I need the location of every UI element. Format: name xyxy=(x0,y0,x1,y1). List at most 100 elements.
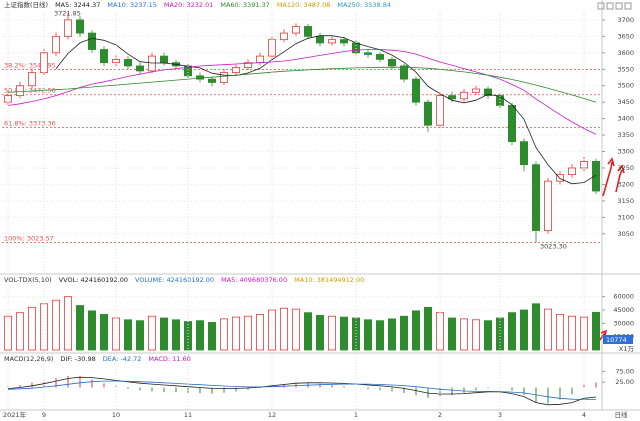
header-item: DIF: -30.98 xyxy=(60,355,95,363)
y-tick-label: 3150 xyxy=(617,197,634,205)
y-tick-label: 3700 xyxy=(617,16,634,24)
volume-bar xyxy=(568,315,577,351)
candle-body xyxy=(112,58,121,64)
level-label: 100%: 3023.57 xyxy=(4,234,54,242)
level-label: 38.2%: 3548.95 xyxy=(4,62,56,70)
volume-bar xyxy=(339,316,348,351)
candle-body xyxy=(411,78,420,103)
corner-label: 日线 xyxy=(615,410,629,419)
volume-bar xyxy=(483,320,492,351)
candle-body xyxy=(64,19,73,37)
badge: 10774 xyxy=(606,336,627,344)
candle-body xyxy=(243,62,252,69)
volume-bar xyxy=(40,303,49,351)
candle-body xyxy=(556,174,565,182)
x-tick-label: 2021年 xyxy=(3,410,27,419)
candle-body xyxy=(447,95,456,100)
volume-bar xyxy=(171,319,180,351)
volume-bar xyxy=(88,310,97,351)
y-tick-label: 3550 xyxy=(617,65,634,73)
line xyxy=(7,49,597,135)
y-tick-label: 30000 xyxy=(613,319,634,327)
header-item: MA250: 3538.84 xyxy=(337,1,391,9)
header-item: MA120: 3487.08 xyxy=(277,1,331,9)
icon[interactable] xyxy=(624,2,632,10)
icon[interactable] xyxy=(615,2,623,10)
arrow-head xyxy=(607,157,615,167)
candle-body xyxy=(592,161,601,192)
icon[interactable] xyxy=(597,2,605,10)
candle-body xyxy=(423,101,432,126)
candle-body xyxy=(231,67,240,73)
volume-bar xyxy=(159,317,168,351)
y-tick-label: 3400 xyxy=(617,115,634,123)
y-tick-label: 3300 xyxy=(617,148,634,156)
candle-body xyxy=(520,141,529,166)
volume-bar xyxy=(207,322,216,351)
header-item: VOLUME: 424160192.00 xyxy=(135,276,214,284)
volume-bar xyxy=(64,296,73,351)
candle-body xyxy=(88,32,97,50)
candle-body xyxy=(495,95,504,106)
header-item: VVOL: 424160192.00 xyxy=(59,276,128,284)
y-tick-label: 75.00 xyxy=(615,367,634,375)
line xyxy=(7,380,596,400)
candle-body xyxy=(471,88,480,93)
candle-body xyxy=(124,58,133,67)
candle-body xyxy=(568,167,577,175)
high-label: 3721.85 xyxy=(54,10,81,18)
line xyxy=(7,66,597,103)
candle-body xyxy=(219,72,228,83)
candle-body xyxy=(435,95,444,126)
volume-bar xyxy=(315,314,324,351)
volume-bar xyxy=(124,319,133,351)
volume-bar xyxy=(447,317,456,351)
x-tick-label: 11 xyxy=(184,411,192,419)
x-tick-label: 1 xyxy=(354,411,358,419)
header-item: MACD(12,26,9) xyxy=(4,355,53,363)
y-tick-label: 3200 xyxy=(617,180,634,188)
volume-bar xyxy=(255,314,264,351)
header-item: MA10: 381494912.00 xyxy=(294,276,364,284)
volume-bar xyxy=(507,312,516,351)
volume-bar xyxy=(195,320,204,351)
unit-label: X1万 xyxy=(619,345,635,353)
volume-bar xyxy=(459,318,468,351)
y-tick-label: 3050 xyxy=(617,230,634,238)
volume-bar xyxy=(387,318,396,351)
candle-body xyxy=(135,65,144,72)
candle-body xyxy=(100,49,109,64)
y-tick-label: 3600 xyxy=(617,49,634,57)
y-tick-label: 45000 xyxy=(613,306,634,314)
candle-body xyxy=(303,26,312,37)
y-tick-label: 60000 xyxy=(613,293,634,301)
volume-bar xyxy=(327,315,336,351)
volume-bar xyxy=(135,320,144,351)
x-tick-label: 3 xyxy=(498,411,502,419)
candle-body xyxy=(291,26,300,34)
volume-bar xyxy=(303,312,312,351)
candle-body xyxy=(459,91,468,100)
volume-bar xyxy=(243,315,252,351)
volume-bar xyxy=(15,312,24,351)
volume-bar xyxy=(231,316,240,351)
volume-bar xyxy=(27,306,36,351)
volume-bar xyxy=(279,307,288,351)
volume-bar xyxy=(52,299,61,351)
candle-body xyxy=(147,55,156,72)
y-tick-label: 25.00 xyxy=(615,378,634,386)
volume-bar xyxy=(544,308,553,351)
volume-bar xyxy=(592,311,601,351)
line xyxy=(55,35,597,185)
y-tick-label: 3450 xyxy=(617,98,634,106)
volume-bar xyxy=(363,319,372,351)
icon[interactable] xyxy=(606,2,614,10)
window-icons xyxy=(597,2,632,10)
candle-body xyxy=(76,19,85,34)
volume-bar xyxy=(423,306,432,351)
candle-body xyxy=(315,35,324,44)
badge-bg xyxy=(603,335,633,344)
volume-bar xyxy=(411,310,420,351)
volume-bar xyxy=(219,318,228,351)
volume-bar xyxy=(556,314,565,351)
